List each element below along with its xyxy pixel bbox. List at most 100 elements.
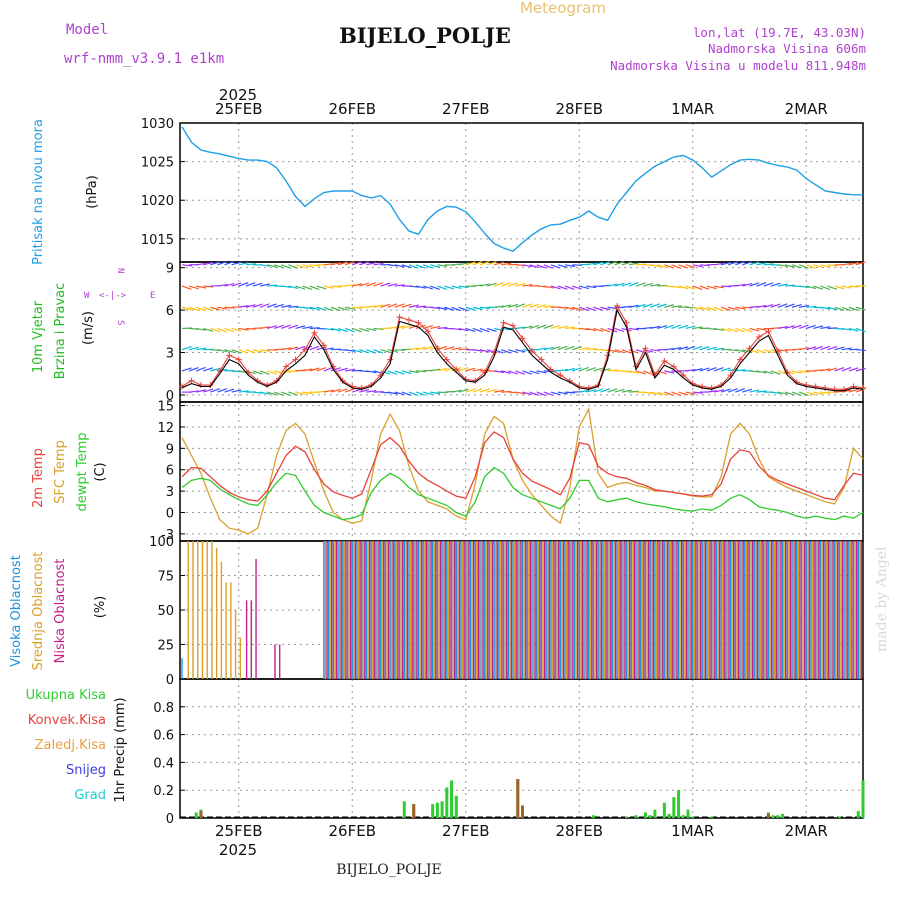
y-tick-label: -3 <box>161 528 174 543</box>
cloud-unit-label: (%) <box>93 596 108 619</box>
wind-barb <box>763 370 774 375</box>
wind-barb <box>281 264 291 269</box>
wind-barb <box>231 389 242 393</box>
wind-barb <box>834 285 845 290</box>
wind-barb <box>855 388 866 393</box>
wind-barb <box>550 324 561 330</box>
wind-barb <box>373 304 384 308</box>
wind-barb <box>479 260 490 266</box>
wind-barb <box>713 366 724 372</box>
wind-barb <box>699 285 710 290</box>
wind-barb <box>508 303 519 308</box>
wind-gust-marker <box>443 356 450 363</box>
wind-barb <box>798 391 809 397</box>
wind-barb <box>529 303 540 308</box>
temp-unit-label: (C) <box>93 462 108 481</box>
wind-barb <box>671 346 682 351</box>
credit-label: made by Angel <box>874 546 890 652</box>
wind-barb <box>444 346 455 351</box>
model-elevation-label: Nadmorska Visina u modelu 811.948m <box>610 58 866 73</box>
wind-gust-marker <box>188 377 195 384</box>
wind-barb <box>515 283 526 287</box>
wind-barb <box>756 390 767 393</box>
wind-barb <box>259 283 270 287</box>
wind-barb <box>813 345 823 351</box>
chart-title: BIJELO_POLJE <box>339 23 511 48</box>
wind-barb <box>706 306 717 312</box>
wind-barb <box>720 306 731 312</box>
wind-barb <box>579 306 589 312</box>
wind-barb <box>728 306 739 311</box>
precip-total-bar <box>653 809 657 818</box>
wind-barb <box>621 370 632 373</box>
wind-barb <box>756 349 767 354</box>
wind-barb <box>266 391 277 396</box>
wind-barb <box>735 388 745 393</box>
wind-barb <box>451 285 462 289</box>
wind-barb <box>274 303 284 308</box>
wind-barb <box>579 327 590 331</box>
wind-barb <box>699 346 710 351</box>
wind-barb <box>820 306 831 310</box>
wind-barb <box>352 349 363 353</box>
wind-barb <box>607 260 618 266</box>
wind-barb <box>458 285 469 288</box>
wind-barb <box>323 366 334 372</box>
wind-barb <box>316 367 327 372</box>
wind-barb <box>543 264 554 269</box>
y-tick-label: 6 <box>166 464 174 479</box>
y-tick-label: 1030 <box>141 117 174 132</box>
wind-barb <box>501 262 512 266</box>
wind-barb <box>543 391 554 396</box>
wind-barb <box>366 349 377 354</box>
wind-barb <box>628 262 639 266</box>
wind-barb <box>600 261 611 266</box>
wind-barb <box>600 306 611 311</box>
wind-barb <box>614 327 625 333</box>
wind-barb <box>401 324 412 330</box>
wind-barb <box>557 264 568 269</box>
wind-barb <box>628 349 639 354</box>
cloud-high-axis-label: Visoka Oblacnost <box>9 555 24 667</box>
wind-barb <box>267 284 278 287</box>
wind-barb <box>274 264 284 269</box>
wind-barb <box>245 349 256 354</box>
wind-gust-marker <box>510 322 517 329</box>
wind-barb <box>196 327 207 331</box>
wind-barb <box>345 284 356 287</box>
tsfc-axis-label: SFC Temp <box>53 440 68 504</box>
wind-barb <box>692 264 703 268</box>
wind-barb <box>650 264 661 268</box>
wind-barb <box>557 345 568 351</box>
wind-barb <box>210 388 220 393</box>
wind-barb <box>813 391 824 395</box>
precip-total-bar <box>662 802 666 818</box>
wind-barb <box>770 391 781 394</box>
wind-barb <box>451 327 462 331</box>
wind-barb <box>820 285 831 291</box>
y-tick-label: 25 <box>157 639 174 654</box>
wind-barb <box>444 306 455 311</box>
wind-barb <box>536 324 547 330</box>
wind-axis-label-1: 10m Vjetar <box>31 300 46 373</box>
wind-barb <box>671 264 682 269</box>
wind-barb <box>472 388 483 393</box>
wind-barb <box>210 306 221 311</box>
wind-barb <box>692 306 703 310</box>
wind-barb <box>777 264 788 267</box>
wind-barb <box>749 370 760 373</box>
wind-barb <box>763 282 774 287</box>
wind-barb <box>784 303 795 308</box>
wind-barb <box>848 367 859 372</box>
wind-barb <box>259 303 270 308</box>
wind-barb <box>288 305 299 308</box>
wind-barb <box>387 370 398 375</box>
wind-barb <box>586 388 597 393</box>
wind-barb <box>841 306 852 312</box>
wind-barb <box>635 370 646 375</box>
wind-barb <box>401 391 412 396</box>
wind-barb <box>671 391 682 396</box>
footer-station-label: BIJELO_POLJE <box>336 862 441 878</box>
wind-barb <box>749 282 760 287</box>
wind-barb <box>571 285 582 290</box>
